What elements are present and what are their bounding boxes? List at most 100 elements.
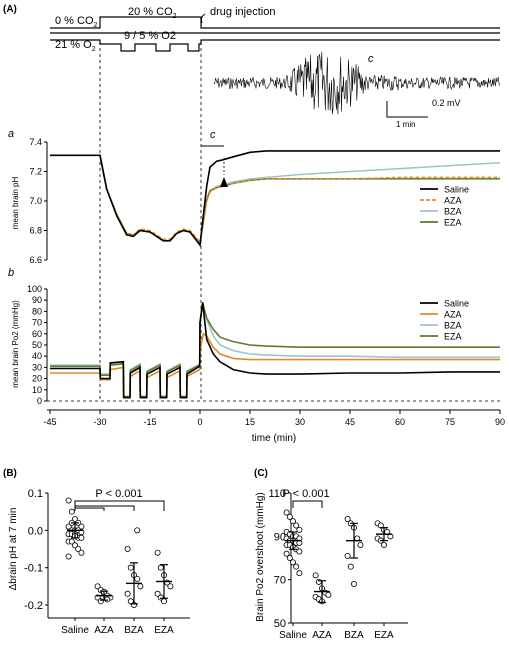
overshoot-point — [380, 542, 387, 549]
period-c-label: c — [210, 129, 216, 141]
overshoot-point — [312, 572, 319, 579]
po2-line-eza — [50, 303, 500, 398]
ph-7min-arrowhead — [220, 177, 228, 187]
overshoot-ticks: 50 70 90 110 Saline AZA BZA EZA — [268, 488, 394, 641]
ph7-ytick-label: -0.2 — [24, 600, 43, 612]
po2-ytick-label: 70 — [32, 318, 42, 328]
po2-line-bza — [50, 302, 500, 398]
overshoot-point — [283, 550, 290, 557]
ph7-points — [65, 497, 174, 609]
po2-ytick-label: 30 — [32, 362, 42, 372]
overshoot-bracket — [292, 500, 323, 508]
panel-label-b: b — [8, 267, 14, 279]
po2-xtick-label: 45 — [345, 417, 355, 427]
o2-base-label: 21 % O2 — [55, 39, 96, 53]
ecog-scale-bar — [386, 101, 428, 118]
po2-ytick-label: 20 — [32, 374, 42, 384]
ph7-ytick-label: 0.0 — [28, 525, 43, 537]
ph-legend-label-aza: AZA — [444, 196, 462, 206]
overshoot-ytick-label: 90 — [274, 531, 286, 543]
ph7-point — [134, 527, 141, 534]
ph7-point — [78, 534, 85, 541]
po2-chart: b mean brain Po2 (mmHg) 0102030405060708… — [8, 267, 505, 444]
overshoot-point — [296, 548, 303, 555]
overshoot-xtick-label: Saline — [279, 630, 307, 641]
ph7-point — [134, 575, 141, 582]
ph7-point — [75, 546, 82, 553]
overshoot-point — [325, 591, 332, 598]
ph7-point — [65, 523, 72, 530]
overshoot-p-value: P < 0.001 — [282, 488, 329, 500]
ph7-ytick-label: 0.1 — [28, 488, 43, 500]
ph-ytick-label: 6.6 — [29, 255, 42, 265]
overshoot-point — [344, 516, 351, 523]
ph7-point — [137, 583, 144, 590]
ph-ytick-label: 7.2 — [29, 167, 42, 177]
overshoot-point — [296, 526, 303, 533]
ph-ytick-label: 7.4 — [29, 137, 42, 147]
overshoot-point — [283, 509, 290, 516]
ph7-xtick-label: AZA — [94, 625, 114, 636]
po2-xtick-label: 90 — [495, 417, 505, 427]
po2-series — [50, 302, 500, 399]
panel-label-C: (C) — [254, 468, 268, 479]
scale-time-label: 1 min — [396, 120, 416, 129]
protocol-panel: (A) 0 % CO2 20 % CO2 21 % O2 9 / 5 % O2 … — [3, 4, 500, 129]
ph7-point — [78, 549, 85, 556]
ph7-bracket-bza — [75, 505, 135, 511]
po2-ytick-label: 100 — [27, 284, 42, 294]
po2-legend-label-bza: BZA — [444, 321, 462, 331]
time-xlabel: time (min) — [252, 433, 296, 444]
ecog-trace-label: c — [368, 53, 374, 65]
ph-7min-panel: (B) Δbrain pH at 7 min 0.1 0.0 -0.1 -0.2 Sal… — [3, 468, 190, 636]
ph-legend-label-saline: Saline — [444, 185, 469, 195]
ph7-point — [127, 564, 134, 571]
overshoot-point — [344, 552, 351, 559]
ph-legend-label-eza: EZA — [444, 218, 462, 228]
panel-label-a: a — [8, 128, 14, 140]
overshoot-point — [286, 555, 293, 562]
po2-xtick-label: -30 — [93, 417, 106, 427]
po2-xtick-label: -45 — [43, 417, 56, 427]
po2-xtick-label: 15 — [245, 417, 255, 427]
ph7-point — [78, 523, 85, 530]
ph7-p-value: P < 0.001 — [95, 488, 142, 500]
ph7-point — [104, 596, 111, 603]
overshoot-point — [286, 513, 293, 520]
ph7-point — [68, 538, 75, 545]
po2-ytick-label: 10 — [32, 385, 42, 395]
overshoot-xtick-label: AZA — [312, 630, 332, 641]
overshoot-point — [350, 581, 357, 588]
ph7-point — [65, 553, 72, 560]
po2-ytick-label: 50 — [32, 340, 42, 350]
overshoot-point — [289, 559, 296, 566]
po2-ytick-label: 90 — [32, 295, 42, 305]
po2-legend-label-aza: AZA — [444, 310, 462, 320]
ph7-point — [124, 546, 131, 553]
ph-y-ticks: 6.6 6.8 7.0 7.2 7.4 — [29, 137, 47, 265]
overshoot-ytick-label: 110 — [268, 488, 286, 500]
overshoot-xtick-label: EZA — [374, 630, 394, 641]
overshoot-point — [357, 542, 364, 549]
ph7-point — [65, 497, 72, 504]
ph7-point — [157, 564, 164, 571]
overshoot-ytick-label: 70 — [274, 575, 286, 587]
po2-ytick-label: 40 — [32, 351, 42, 361]
po2-legend-label-eza: EZA — [444, 332, 462, 342]
panel-label-A: (A) — [3, 4, 17, 15]
ph-chart: a c mean brain pH 6.6 6.8 7.0 7.2 7.4 Saline… — [8, 128, 501, 265]
ph7-ylabel: Δbrain pH at 7 min — [8, 508, 19, 591]
po2-ytick-label: 60 — [32, 329, 42, 339]
ph7-point — [97, 598, 104, 605]
co2-high-label: 20 % CO2 — [128, 6, 177, 20]
po2-xtick-label: 0 — [197, 417, 202, 427]
overshoot-point — [293, 522, 300, 529]
panel-label-B: (B) — [3, 468, 17, 479]
ph7-xtick-label: Saline — [61, 625, 89, 636]
po2-xtick-label: -15 — [143, 417, 156, 427]
ph7-point — [154, 590, 161, 597]
po2-ytick-label: 0 — [37, 396, 42, 406]
